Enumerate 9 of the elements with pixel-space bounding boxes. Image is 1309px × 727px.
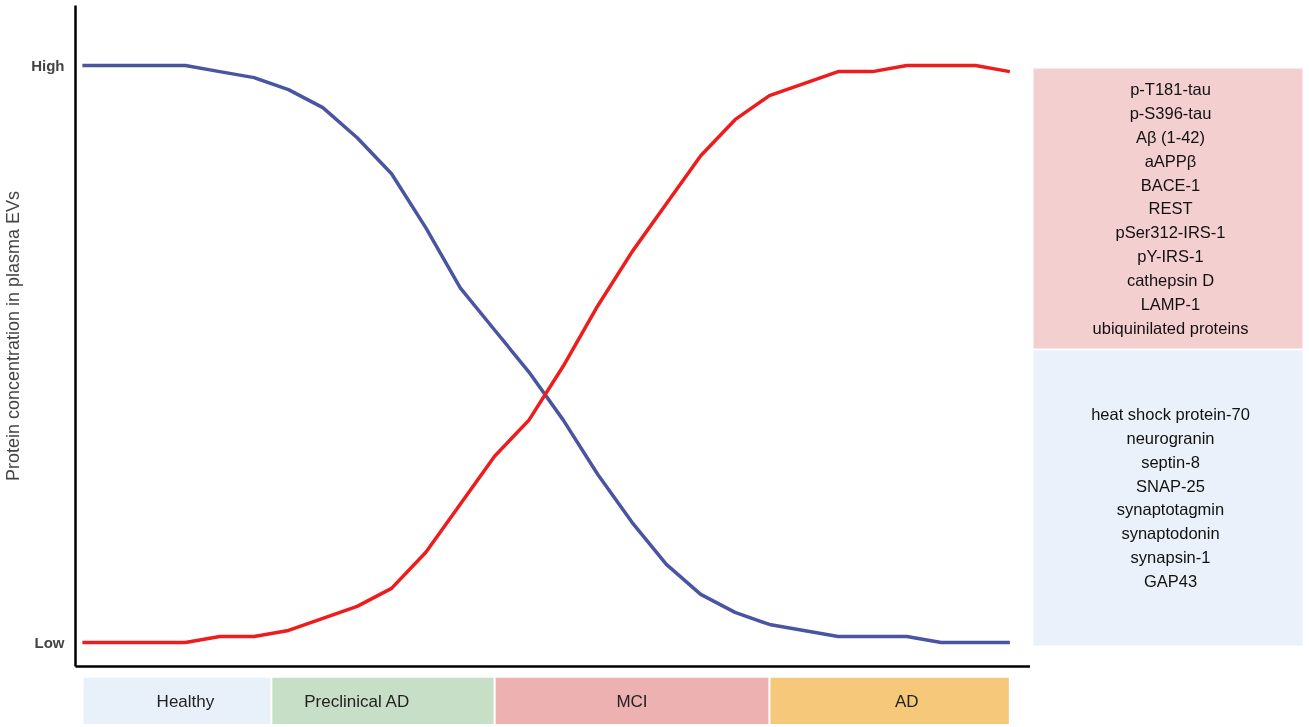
text: Low xyxy=(34,633,65,651)
x-tick-label: Preclinical AD xyxy=(304,691,410,711)
y-axis-title: Protein concentration in plasma EVs xyxy=(3,190,24,482)
text: heat shock protein-70 neurogranin septin-8 SNAP-25 synaptotagmin synaptodonin synapsin-1 GAP43 xyxy=(1091,404,1250,591)
x-tick-label: AD xyxy=(895,691,919,711)
x-tick-label: MCI xyxy=(616,691,648,711)
text: High xyxy=(31,57,65,75)
x-tick-label: Healthy xyxy=(156,691,215,711)
text: p-T181-tau p-S396-tau Aβ (1-42) aAPPβ BACE-1 REST pSer312-IRS-1 pY-IRS-1 cathepsin D LAMP-1 ubiquinilated proteins xyxy=(1092,79,1249,338)
